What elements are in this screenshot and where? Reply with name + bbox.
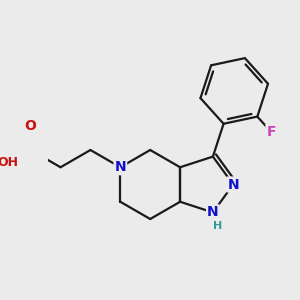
Text: H: H [213, 220, 222, 231]
Text: F: F [266, 125, 276, 139]
Text: N: N [227, 178, 239, 191]
Text: O: O [25, 119, 37, 133]
Text: N: N [207, 206, 219, 219]
Text: N: N [115, 160, 126, 174]
Text: OH: OH [0, 156, 19, 170]
